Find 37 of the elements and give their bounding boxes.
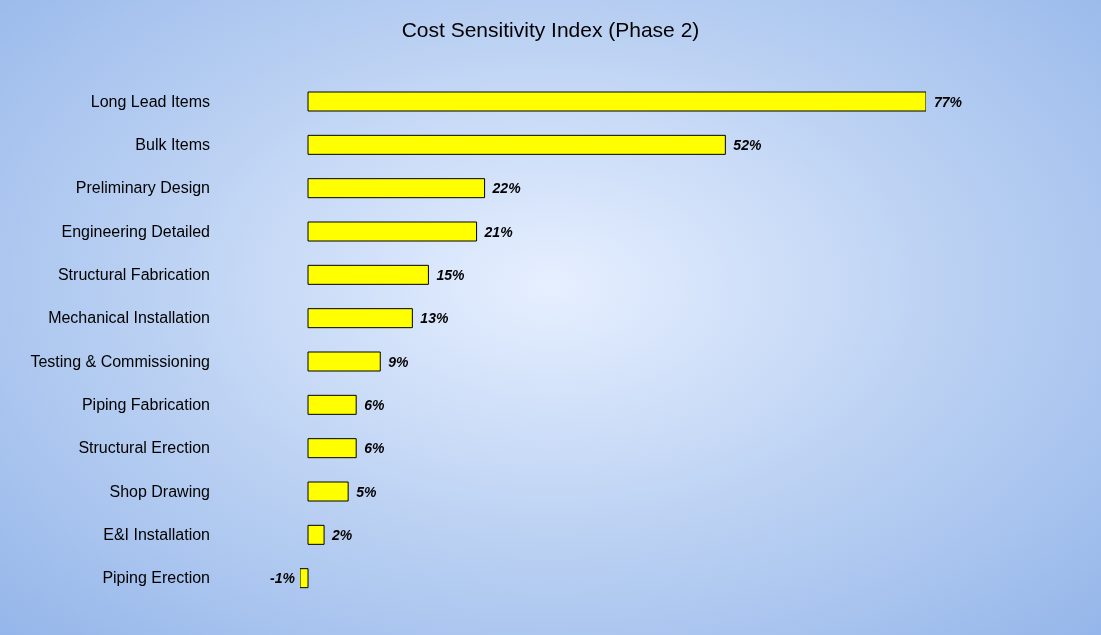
- y-tick-label: Preliminary Design: [75, 179, 210, 197]
- bar: [307, 394, 357, 415]
- data-label: -1%: [270, 570, 296, 587]
- y-tick-label: Piping Erection: [102, 569, 210, 587]
- bar: [307, 524, 325, 545]
- y-tick-label: Engineering Detailed: [61, 222, 210, 240]
- bar: [307, 308, 413, 329]
- data-label: 21%: [483, 223, 514, 240]
- y-tick-label: Shop Drawing: [109, 482, 210, 500]
- bar: [307, 134, 726, 155]
- y-tick-label: E&I Installation: [103, 526, 210, 543]
- y-tick-label: Structural Erection: [78, 439, 210, 457]
- data-label: 6%: [364, 440, 385, 457]
- data-label: 5%: [356, 483, 377, 500]
- bar: [307, 481, 349, 502]
- y-tick-label: Bulk Items: [135, 136, 210, 153]
- bar: [307, 221, 478, 242]
- y-tick-label: Piping Fabrication: [81, 396, 210, 413]
- data-label: 9%: [388, 353, 410, 370]
- y-tick-label: Structural Fabrication: [57, 266, 210, 283]
- chart-title: Cost Sensitivity Index (Phase 2): [400, 18, 701, 42]
- data-label: 13%: [420, 310, 449, 327]
- bar: [307, 264, 429, 285]
- y-tick-label: Mechanical Installation: [48, 309, 210, 327]
- data-label: 52%: [733, 136, 762, 153]
- bar: [300, 568, 309, 589]
- y-tick-label: Testing & Commissioning: [30, 352, 210, 370]
- data-label: 6%: [364, 396, 385, 413]
- bar: [307, 178, 486, 199]
- data-label: 77%: [934, 93, 963, 110]
- y-tick-label: Long Lead Items: [90, 92, 210, 110]
- bar: [307, 351, 381, 372]
- data-label: 15%: [436, 266, 465, 283]
- bar: [307, 438, 357, 459]
- data-label: 2%: [331, 526, 353, 543]
- data-label: 22%: [491, 180, 522, 197]
- bar: [307, 91, 926, 112]
